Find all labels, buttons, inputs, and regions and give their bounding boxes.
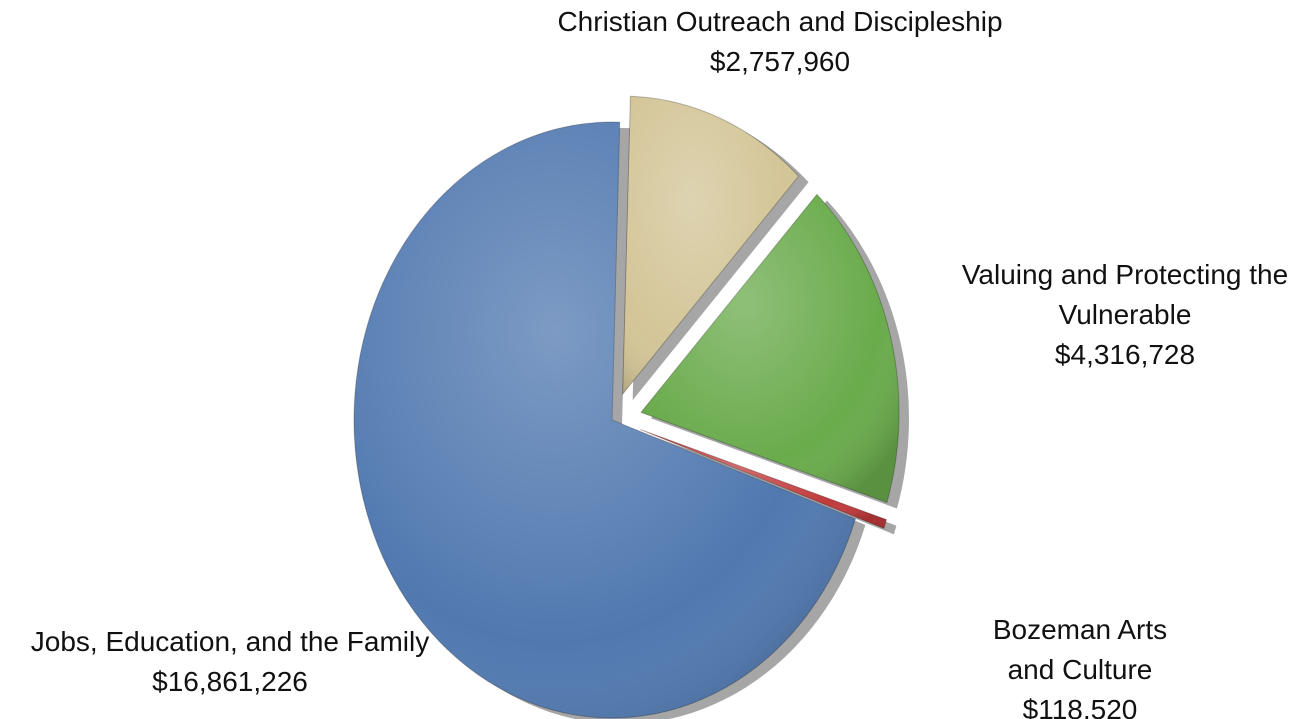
slice-shine (640, 429, 887, 529)
slice-label: Bozeman Arts and Culture $118,520 (975, 610, 1186, 719)
slice-shine (354, 122, 856, 718)
category-name: Christian Outreach and Discipleship (557, 6, 1003, 37)
value-label: $118,520 (1022, 694, 1138, 719)
category-name: Bozeman Arts and Culture (992, 614, 1168, 685)
slice-group (640, 429, 897, 535)
slice-shadow (650, 435, 897, 535)
category-name: Valuing and Protecting the Vulnerable (961, 259, 1289, 330)
slice-group (353, 121, 866, 719)
category-name: Jobs, Education, and the Family (30, 626, 430, 657)
slice-label: Jobs, Education, and the Family $16,861,2… (31, 622, 429, 702)
value-label: $4,316,728 (1054, 339, 1196, 370)
slice-group (622, 95, 809, 401)
value-label: $2,757,960 (709, 46, 851, 77)
slice-label: Christian Outreach and Discipleship $2,75… (557, 2, 1002, 82)
value-label: $16,861,226 (152, 666, 308, 697)
slice-shine (622, 96, 799, 395)
slice-group (640, 193, 910, 509)
slice-shine (641, 194, 900, 503)
slice-label: Valuing and Protecting the Vulnerable $4,… (960, 255, 1290, 375)
